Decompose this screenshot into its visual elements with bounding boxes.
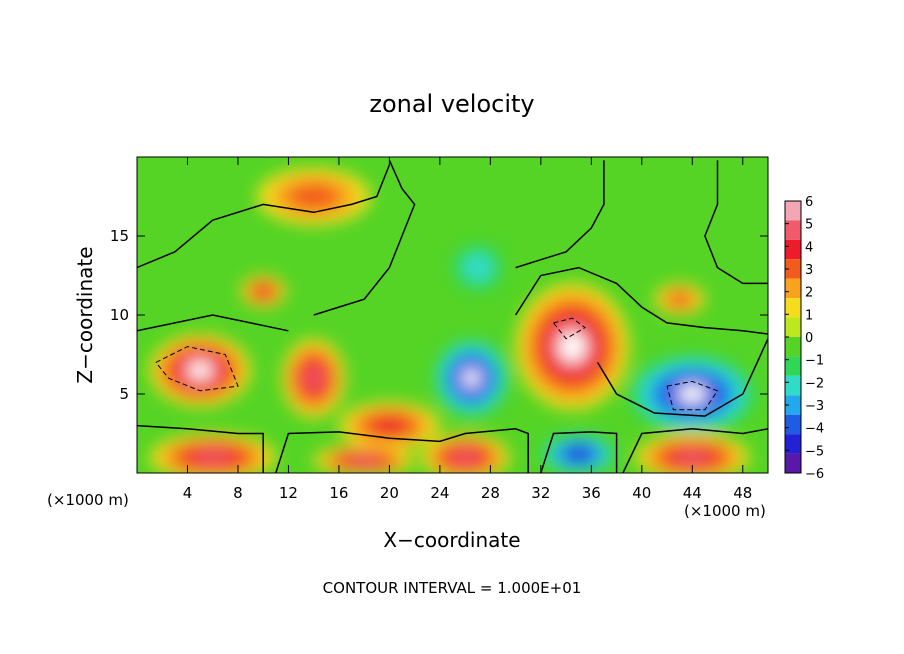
velocity-field	[149, 168, 756, 473]
x-tick-label: 32	[531, 484, 550, 502]
field-blob	[187, 361, 213, 380]
colorbar-segment	[785, 356, 801, 376]
x-unit-right: (×1000 m)	[684, 502, 766, 520]
colorbar-segment	[785, 278, 801, 299]
x-tick-label: 8	[233, 484, 243, 502]
contour-line	[514, 266, 768, 335]
colorbar-label: −6	[805, 467, 824, 482]
colorbar-label: 3	[805, 263, 813, 278]
x-tick-label: 48	[733, 484, 752, 502]
contour-line	[515, 160, 605, 269]
field-blob	[288, 183, 339, 210]
colorbar-segment	[785, 239, 801, 260]
x-tick-label: 12	[279, 484, 298, 502]
x-tick-label: 4	[183, 484, 193, 502]
colorbar-label: −1	[805, 354, 824, 369]
colorbar-segment	[785, 453, 801, 473]
field-blob	[567, 448, 590, 460]
colorbar-label: 4	[805, 240, 813, 255]
x-tick-label: 44	[683, 484, 702, 502]
colorbar-label: −3	[805, 399, 824, 414]
contour-line	[313, 159, 416, 316]
contour-interval-footer: CONTOUR INTERVAL = 1.000E+01	[323, 579, 582, 597]
field-blob	[462, 368, 481, 388]
y-axis-ticks: 5 10 15	[110, 227, 768, 403]
x-tick-label: 24	[430, 484, 449, 502]
contour-line	[540, 431, 618, 473]
colorbar-label: 6	[805, 195, 813, 210]
field-blob	[462, 253, 494, 283]
y-axis-label: Z−coordinate	[73, 246, 97, 383]
colorbar-label: 0	[805, 331, 813, 346]
chart-title: zonal velocity	[369, 90, 534, 118]
colorbar-label: 5	[805, 218, 813, 233]
colorbar-segment	[785, 259, 801, 279]
x-tick-label: 16	[329, 484, 348, 502]
colorbar-segment	[785, 337, 801, 357]
field-blob	[349, 455, 379, 465]
contour-line	[137, 424, 264, 473]
contour-line	[704, 160, 768, 285]
x-tick-label: 40	[632, 484, 651, 502]
contour-line	[137, 164, 391, 269]
x-axis-ticks: 4 8 12 16 20 24 28 32 36 40 44 48	[183, 157, 752, 502]
field-blob	[668, 292, 691, 307]
x-tick-label: 28	[481, 484, 500, 502]
contour-lines	[137, 159, 768, 473]
colorbar-segment	[785, 395, 801, 415]
colorbar-segment	[785, 434, 801, 454]
x-tick-label: 20	[380, 484, 399, 502]
contour-line	[275, 428, 529, 473]
colorbar-label: −4	[805, 422, 824, 437]
contour-line	[137, 314, 289, 332]
colorbar-segment	[785, 220, 801, 240]
plot-area	[137, 157, 768, 473]
colorbar: 6 5 4 3 2 1 0 −1 −2 −3 −4 −5 −6	[784, 195, 824, 482]
colorbar-segment	[785, 201, 801, 221]
field-blob	[194, 450, 231, 464]
x-tick-label: 36	[582, 484, 601, 502]
contour-line-dashed	[155, 346, 239, 392]
contour-line-dashed	[666, 380, 719, 411]
field-blob	[255, 285, 272, 297]
colorbar-label: −5	[805, 444, 824, 459]
field-blob	[676, 450, 709, 464]
field-blob	[558, 331, 587, 362]
x-axis-label: X−coordinate	[383, 528, 520, 552]
colorbar-segment	[785, 414, 801, 435]
colorbar-segment	[785, 317, 801, 337]
field-blob	[676, 384, 708, 404]
field-blob	[452, 450, 478, 464]
contour-line-dashed	[553, 317, 586, 340]
y-tick-label: 15	[110, 227, 129, 245]
y-tick-label: 5	[119, 385, 129, 403]
colorbar-segment	[785, 375, 801, 396]
colorbar-label: −2	[805, 376, 824, 391]
x-unit-left: (×1000 m)	[47, 491, 129, 509]
field-blob	[371, 417, 407, 434]
contour-line	[596, 338, 768, 417]
colorbar-label: 2	[805, 286, 813, 301]
colorbar-segment	[785, 298, 801, 318]
colorbar-label: 1	[805, 308, 813, 323]
contour-line	[622, 428, 768, 473]
field-blob	[304, 366, 323, 390]
y-tick-label: 10	[110, 306, 129, 324]
